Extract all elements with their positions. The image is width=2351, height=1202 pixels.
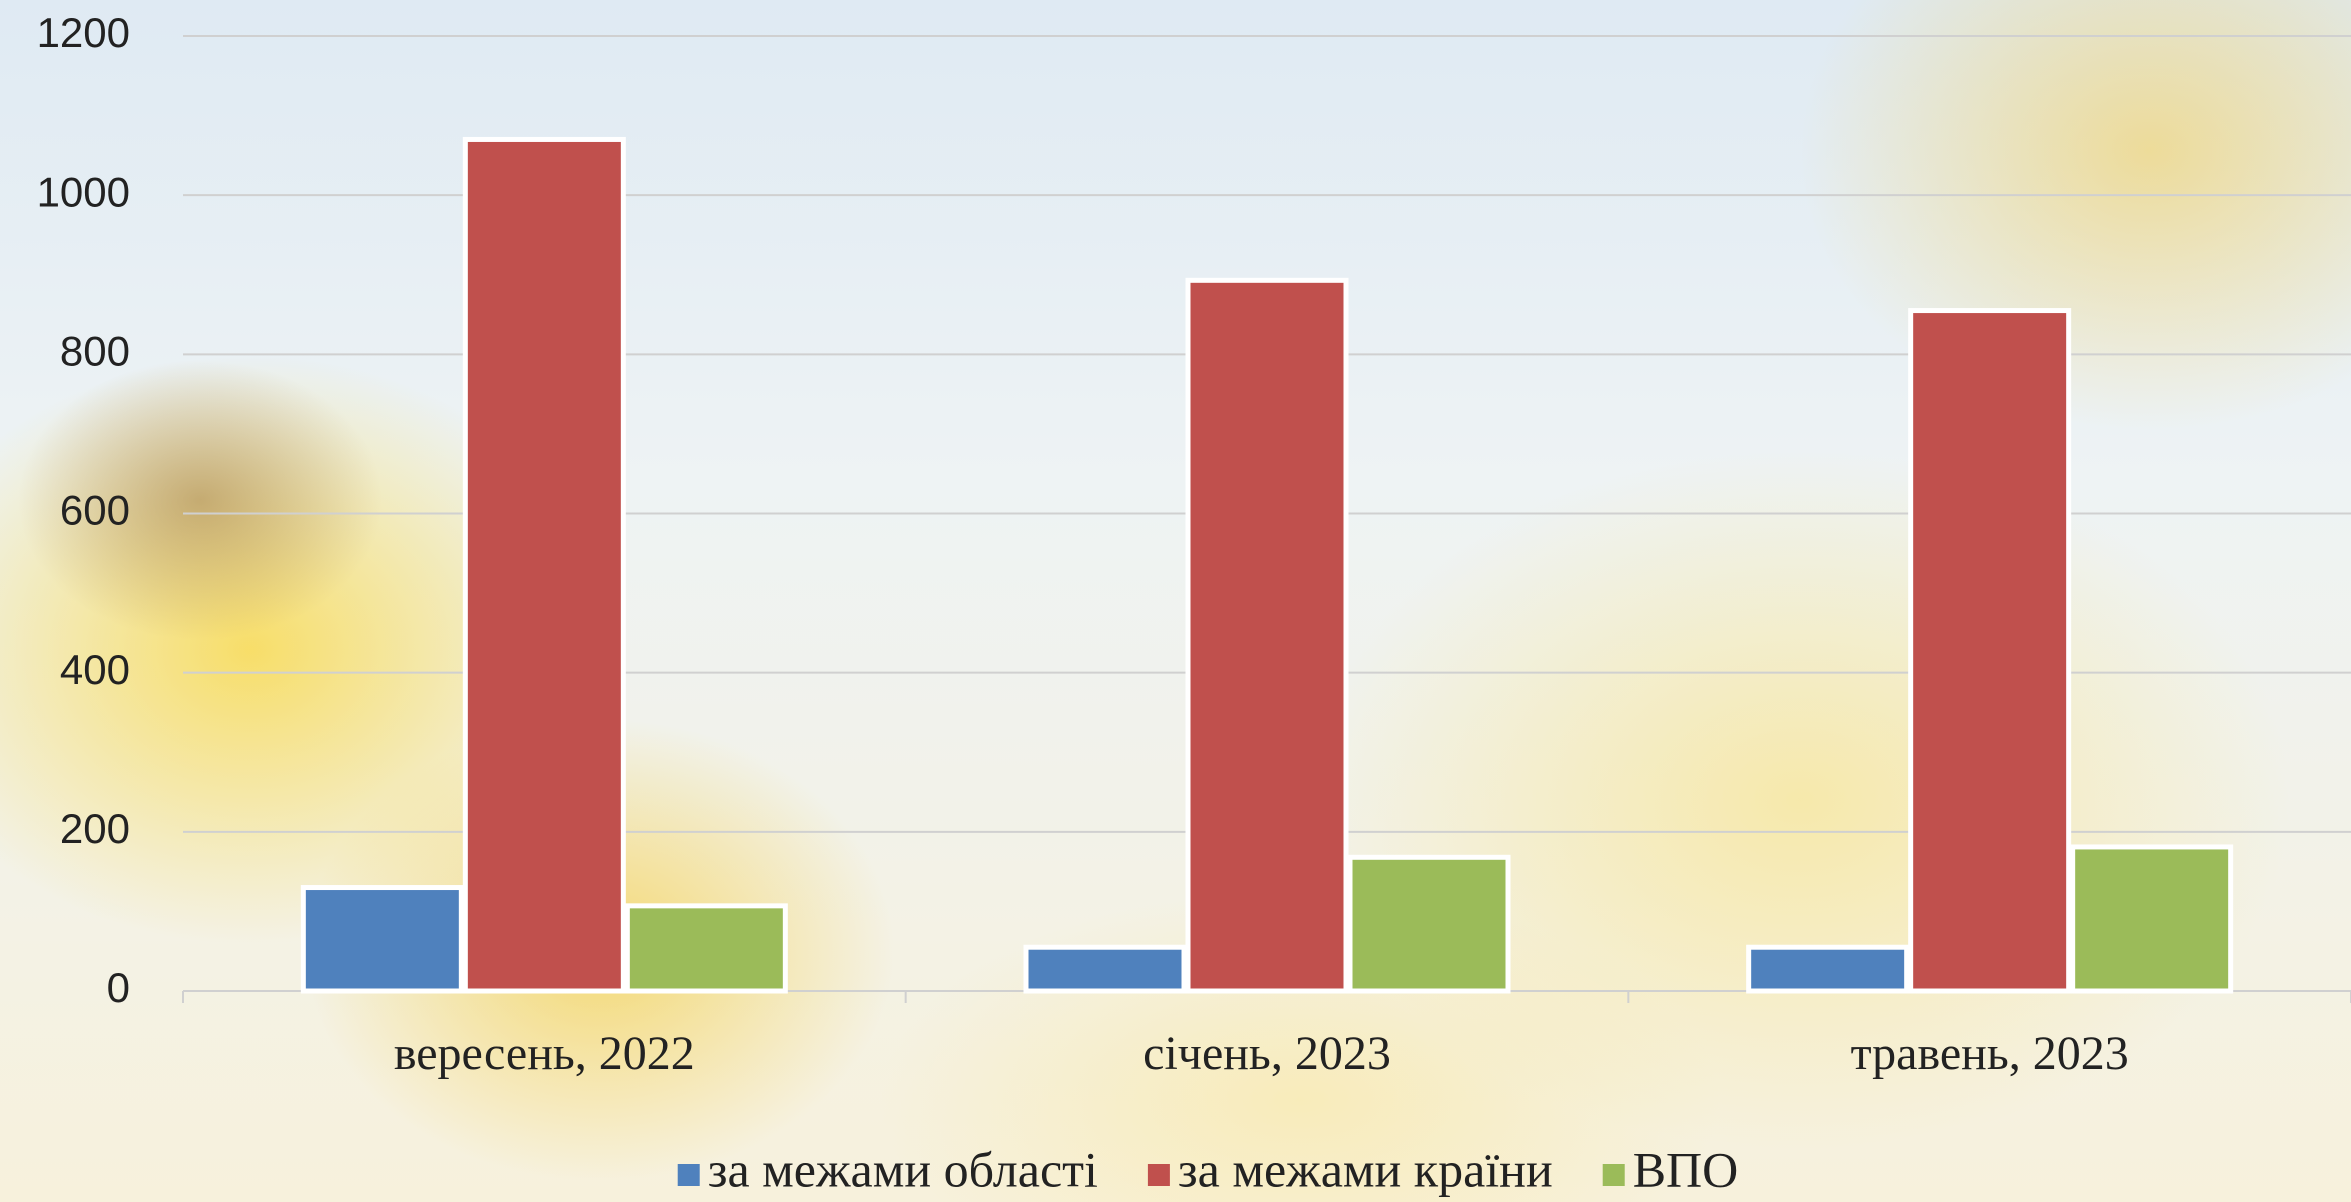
bar: [1911, 311, 2069, 991]
legend-swatch: [678, 1164, 700, 1186]
x-tick-label: січень, 2023: [1143, 1027, 1391, 1080]
bar: [1188, 280, 1346, 991]
legend-label: за межами області: [708, 1141, 1098, 1197]
legend-swatch: [1148, 1164, 1170, 1186]
bar: [627, 906, 785, 991]
bar: [1350, 857, 1508, 991]
bar: [303, 888, 461, 991]
bar: [465, 139, 623, 991]
y-tick-label: 0: [107, 964, 130, 1011]
legend-label: за межами країни: [1178, 1141, 1553, 1197]
bar: [1749, 947, 1907, 991]
y-tick-label: 400: [60, 646, 130, 693]
y-tick-label: 600: [60, 487, 130, 534]
bar: [1026, 947, 1184, 991]
chart: 0 200 400 600 800 1000 1200 вересень, 2022 січен…: [0, 0, 2351, 1202]
page: {"chart_data": {"type": "bar", "categori…: [0, 0, 2351, 1202]
y-tick-label: 200: [60, 805, 130, 852]
legend-label: ВПО: [1633, 1141, 1739, 1197]
x-tick-label: вересень, 2022: [394, 1027, 695, 1080]
x-tick-label: травень, 2023: [1851, 1027, 2129, 1080]
legend-swatch: [1603, 1164, 1625, 1186]
bar: [2073, 847, 2231, 991]
y-tick-label: 800: [60, 327, 130, 374]
y-tick-label: 1200: [37, 9, 130, 56]
y-tick-label: 1000: [37, 168, 130, 215]
